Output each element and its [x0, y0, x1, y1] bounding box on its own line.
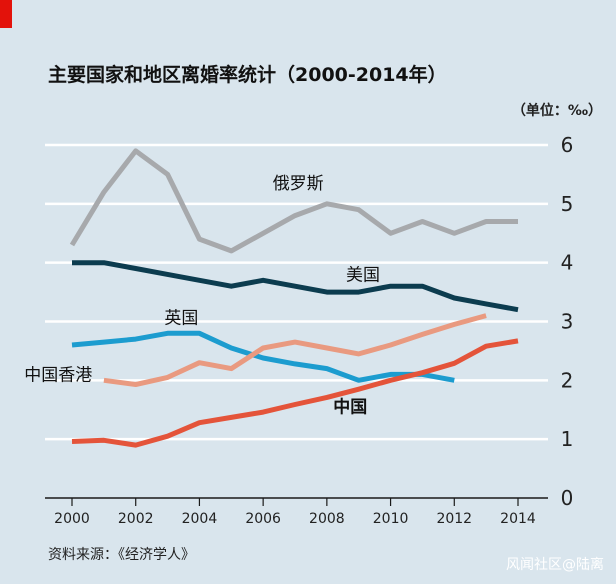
x-tick-label: 2014	[500, 511, 536, 527]
x-tick-label: 2012	[436, 511, 472, 527]
x-tick-label: 2008	[309, 511, 345, 527]
source-note: 资料来源：《经济学人》	[48, 547, 195, 563]
axis-layer: 0 1 2 3 4 5 6 2000 2002 2004 2006 2008 2010 2012 2014	[45, 133, 573, 527]
y-tick-label: 0	[561, 486, 574, 510]
x-tick-label: 2002	[118, 511, 154, 527]
series-label-1: 美国	[346, 265, 380, 285]
series-line-1	[72, 260, 519, 313]
series-label-4: 中国	[333, 397, 367, 418]
series-label-3: 中国香港	[24, 365, 92, 385]
series-line-0	[69, 148, 518, 254]
series-line-4	[71, 338, 519, 448]
series-label-2: 英国	[164, 308, 198, 328]
x-tick-label: 2006	[245, 511, 281, 527]
x-tick-label: 2000	[54, 511, 90, 527]
series-layer	[69, 148, 519, 448]
chart-title: 主要国家和地区离婚率统计（2000-2014年）	[48, 64, 447, 86]
y-tick-label: 4	[561, 251, 574, 275]
series-line-2	[71, 330, 455, 383]
unit-label: （单位：‰）	[511, 103, 602, 119]
accent-bar	[0, 0, 12, 28]
x-tick-label: 2010	[373, 511, 409, 527]
grid-layer	[45, 143, 548, 441]
x-tick-label: 2004	[182, 511, 218, 527]
series-label-0: 俄罗斯	[273, 174, 324, 194]
y-tick-label: 6	[561, 133, 574, 157]
y-tick-label: 3	[561, 310, 574, 334]
y-tick-label: 2	[561, 368, 574, 392]
y-tick-label: 1	[561, 427, 574, 451]
series-line-3	[103, 313, 487, 387]
watermark: 风闻社区@陆离	[506, 557, 604, 573]
y-tick-label: 5	[561, 192, 574, 216]
